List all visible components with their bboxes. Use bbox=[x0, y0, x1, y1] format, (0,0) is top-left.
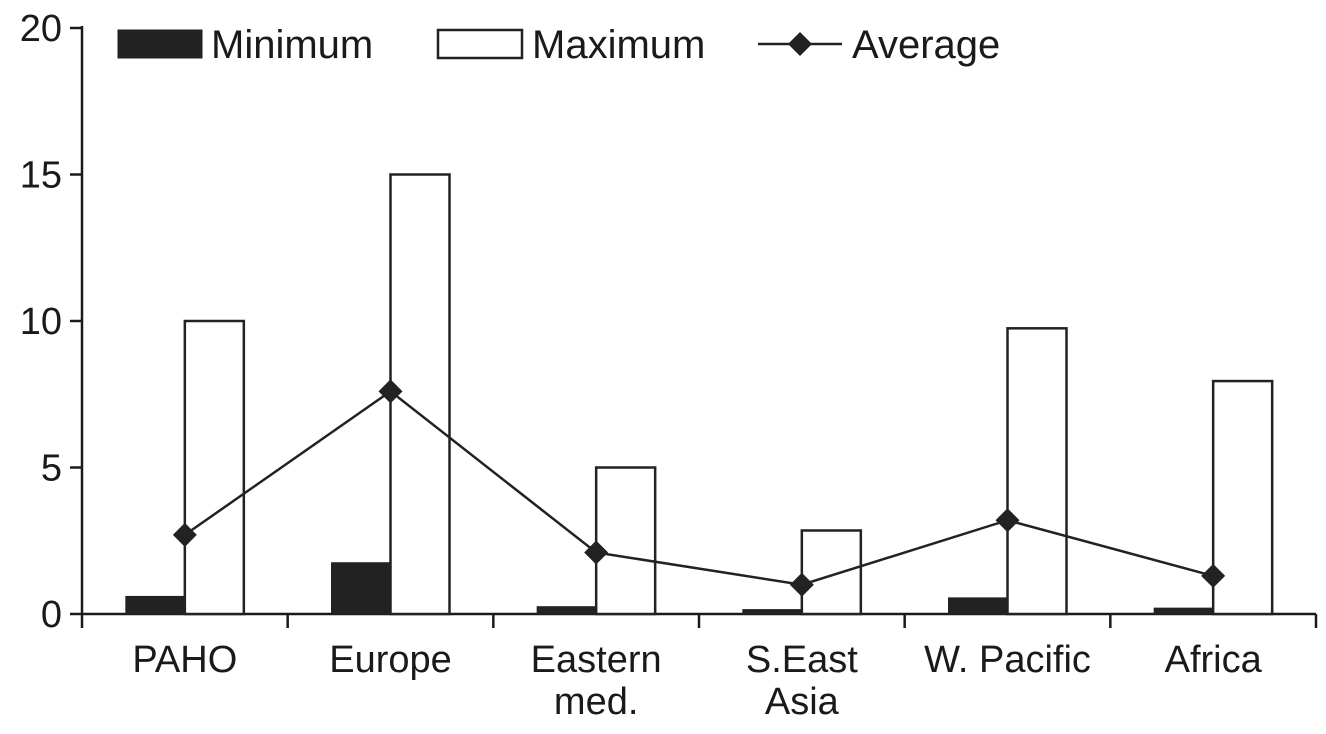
category-label: Africa bbox=[1165, 639, 1263, 681]
y-tick-label: 10 bbox=[20, 301, 62, 343]
legend: Minimum Maximum Average bbox=[117, 23, 1000, 67]
average-line bbox=[184, 389, 1214, 586]
average-point bbox=[995, 508, 1020, 533]
category-label: Europe bbox=[329, 639, 452, 681]
y-tick-label: 20 bbox=[20, 8, 62, 50]
bar-minimum bbox=[125, 595, 186, 615]
bar-minimum bbox=[948, 597, 1008, 615]
legend-swatch-minimum bbox=[117, 29, 203, 59]
legend-swatch-average-marker bbox=[788, 32, 812, 56]
bar-minimum bbox=[1153, 607, 1214, 615]
category-label: S.East bbox=[746, 639, 858, 681]
category-label: Eastern bbox=[531, 639, 662, 681]
average-point bbox=[584, 540, 609, 565]
bar-minimum bbox=[331, 562, 391, 615]
category-label: PAHO bbox=[132, 639, 237, 681]
legend-label-minimum: Minimum bbox=[211, 23, 373, 67]
average-point bbox=[1201, 563, 1226, 588]
legend-label-maximum: Maximum bbox=[532, 23, 705, 67]
bar-maximum bbox=[800, 529, 863, 616]
bar-minimum bbox=[742, 609, 803, 615]
bar-maximum bbox=[1006, 327, 1068, 616]
bars bbox=[125, 173, 1274, 616]
average-point bbox=[789, 572, 814, 597]
y-tick-label: 0 bbox=[41, 594, 62, 636]
bar-maximum bbox=[183, 319, 246, 616]
bar-maximum bbox=[594, 466, 657, 616]
y-tick-label: 15 bbox=[20, 155, 62, 197]
bar-maximum bbox=[389, 173, 451, 616]
legend-swatch-maximum bbox=[436, 28, 524, 60]
category-label: Asia bbox=[765, 681, 840, 723]
average-point bbox=[172, 522, 197, 547]
bar-minimum bbox=[536, 606, 597, 615]
category-label: W. Pacific bbox=[924, 639, 1091, 681]
y-tick-label: 5 bbox=[41, 448, 62, 490]
legend-label-average: Average bbox=[852, 23, 1000, 67]
category-label: med. bbox=[554, 681, 638, 723]
average-line-series bbox=[172, 379, 1226, 597]
average-point bbox=[378, 379, 403, 404]
